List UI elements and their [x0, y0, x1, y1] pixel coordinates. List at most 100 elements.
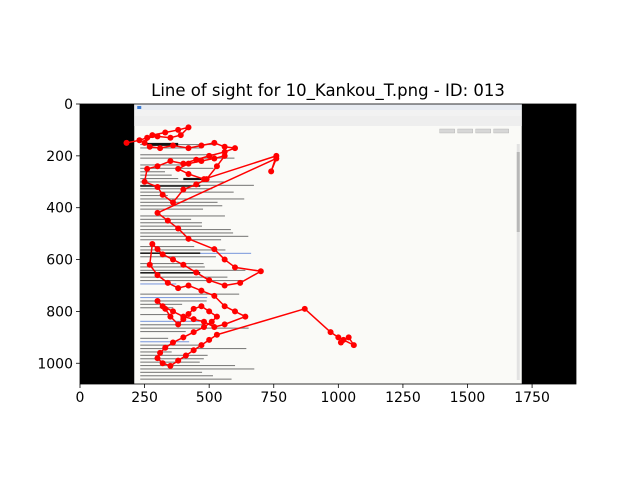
gaze-point [232, 264, 238, 271]
gaze-point [268, 168, 275, 175]
gaze-point [159, 251, 166, 258]
gaze-point [335, 334, 342, 341]
gaze-point [206, 336, 213, 343]
gaze-point [273, 155, 280, 162]
text-line [140, 314, 169, 316]
section-bar [140, 185, 201, 187]
text-line [140, 320, 200, 322]
gaze-point [170, 142, 176, 149]
text-line [140, 354, 208, 356]
gaze-point [149, 241, 156, 247]
document-page [134, 104, 522, 384]
gaze-point [190, 316, 197, 323]
plot-area [79, 103, 577, 385]
text-line [140, 208, 204, 210]
text-line [140, 344, 203, 346]
text-line [140, 283, 177, 285]
gaze-point [193, 269, 200, 276]
text-line [140, 263, 204, 265]
y-tick-label: 600 [46, 253, 73, 269]
text-line [140, 351, 172, 353]
x-tick-label: 0 [76, 390, 85, 406]
gaze-point [154, 355, 161, 362]
gaze-point [206, 277, 213, 284]
gaze-point [198, 342, 205, 349]
gaze-point [345, 334, 352, 341]
text-line [140, 378, 232, 380]
gaze-point [154, 183, 161, 190]
gaze-point [136, 137, 143, 144]
gaze-point [301, 305, 308, 312]
text-line [140, 293, 240, 295]
text-line [140, 181, 225, 183]
gaze-point [190, 305, 197, 312]
gaze-point [177, 132, 184, 139]
gaze-point [154, 246, 161, 253]
text-line [140, 229, 231, 231]
header-button [457, 128, 473, 134]
gaze-point [167, 362, 174, 369]
gaze-point [182, 352, 189, 359]
text-line [140, 157, 235, 159]
x-axis: 0 250 500 750 1000 1250 1500 1750 [76, 384, 550, 406]
section-bar [140, 272, 201, 274]
gaze-point [162, 305, 169, 312]
gaze-point [211, 323, 218, 330]
x-tick-label: 750 [260, 390, 287, 406]
section-bar [140, 252, 201, 254]
gaze-point [185, 160, 192, 167]
text-line [140, 239, 222, 241]
gaze-point [149, 132, 156, 139]
text-line [140, 195, 168, 197]
text-line [140, 188, 213, 190]
gaze-point [164, 217, 171, 224]
x-tick-label: 1500 [450, 390, 486, 406]
gaze-point [213, 331, 220, 338]
gaze-point [206, 308, 213, 315]
gaze-point [157, 349, 164, 356]
gaze-point [221, 152, 228, 159]
gaze-point [198, 158, 205, 165]
gaze-point [242, 313, 249, 320]
gaze-point [180, 261, 187, 268]
gaze-point [213, 163, 220, 170]
gaze-point [232, 145, 238, 152]
gaze-point [190, 329, 197, 336]
gaze-point [154, 163, 161, 170]
gaze-point [144, 165, 151, 172]
gaze-point [141, 139, 148, 146]
gaze-point [170, 199, 176, 206]
header-button [475, 128, 491, 134]
gaze-point [175, 225, 182, 232]
gaze-point [201, 323, 207, 330]
gaze-point [257, 268, 264, 275]
text-line [140, 300, 207, 302]
text-line [140, 327, 249, 329]
text-line [140, 174, 172, 176]
text-line [140, 368, 255, 370]
gaze-point [190, 347, 197, 354]
gaze-point [327, 329, 334, 336]
gaze-point [193, 156, 200, 163]
gaze-point [221, 282, 228, 289]
gaze-point [170, 308, 176, 315]
gaze-point [237, 279, 244, 286]
y-tick-label: 1000 [37, 356, 73, 372]
gaze-point [159, 360, 166, 367]
gaze-point [144, 134, 151, 141]
gaze-point [211, 292, 218, 299]
text-line [140, 266, 205, 268]
scrollbar-track [516, 144, 520, 380]
gaze-point [175, 165, 182, 172]
gaze-point [154, 298, 161, 305]
text-line [140, 280, 243, 282]
window-titlebar [134, 104, 522, 110]
text-line [140, 198, 245, 200]
gaze-point [185, 124, 192, 131]
gaze-point [337, 339, 344, 346]
gaze-point [185, 145, 192, 152]
text-line [140, 324, 204, 326]
gaze-point [175, 126, 182, 133]
gaze-point [185, 282, 192, 289]
